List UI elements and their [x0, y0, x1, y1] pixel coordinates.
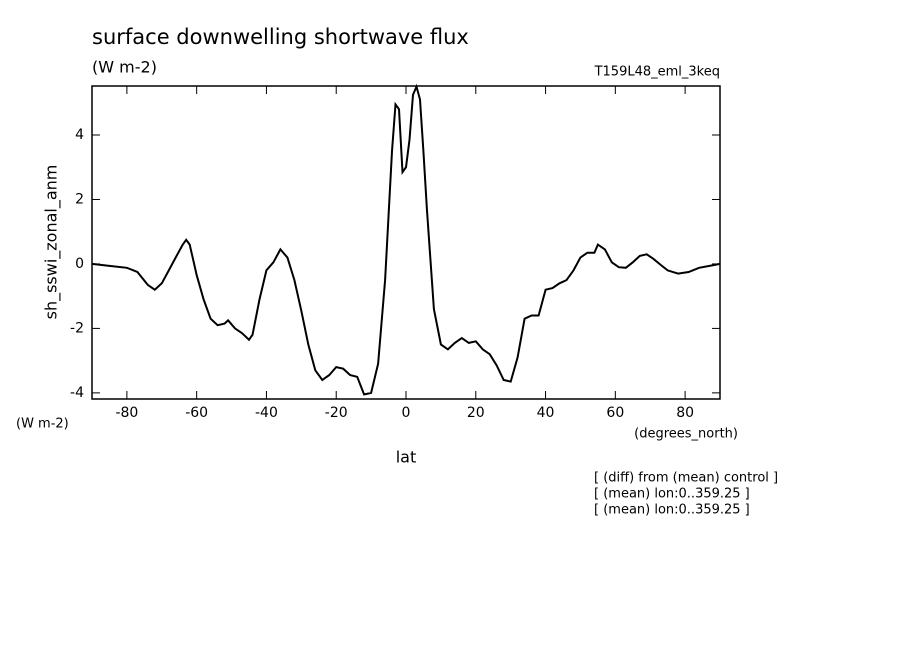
x-tick-label: -40 [255, 405, 278, 421]
chart-title: surface downwelling shortwave flux [92, 25, 469, 49]
x-tick-label: 60 [606, 405, 624, 421]
y-units: (W m-2) [16, 417, 69, 432]
x-tick-label: -60 [185, 405, 208, 421]
note: [ (mean) lon:0..359.25 ] [594, 487, 750, 502]
x-tick-label: -80 [115, 405, 138, 421]
run-name: T159L48_eml_3keq [594, 65, 720, 80]
y-tick-label: -4 [70, 385, 84, 401]
x-tick-label: 80 [676, 405, 694, 421]
units: (W m-2) [92, 58, 157, 77]
x-tick-label: -20 [325, 405, 348, 421]
x-label: lat [396, 448, 417, 467]
note: [ (diff) from (mean) control ] [594, 471, 778, 486]
x-tick-label: 0 [402, 405, 411, 421]
line [91, 83, 721, 396]
y-tick-label: 4 [75, 127, 84, 143]
plot-frame [91, 85, 721, 400]
y-label: sh_sswi_zonal_anm [42, 165, 62, 320]
x-units: (degrees_north) [634, 427, 738, 442]
y-tick-label: 0 [75, 256, 84, 272]
x-tick-label: 20 [467, 405, 485, 421]
y-tick-label: 2 [75, 191, 84, 207]
note: [ (mean) lon:0..359.25 ] [594, 503, 750, 518]
x-tick-label: 40 [537, 405, 555, 421]
y-tick-label: -2 [70, 320, 84, 336]
